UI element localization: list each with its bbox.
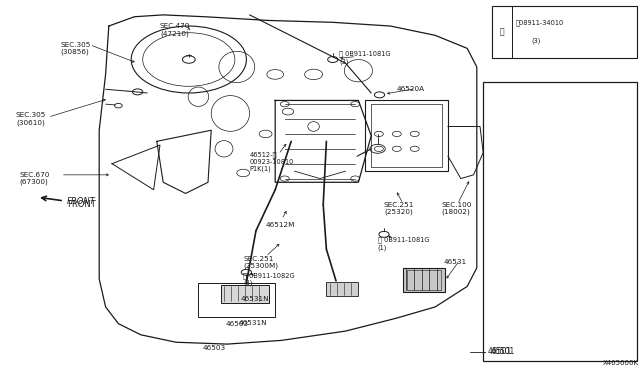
Text: 46531N: 46531N bbox=[241, 296, 269, 302]
Bar bbox=[492, 6, 637, 58]
Text: 46531N: 46531N bbox=[239, 320, 267, 326]
Bar bbox=[483, 82, 637, 361]
Text: SEC.305
(30856): SEC.305 (30856) bbox=[61, 42, 91, 55]
Text: SEC.670
(67300): SEC.670 (67300) bbox=[19, 172, 49, 185]
Text: 46501: 46501 bbox=[488, 347, 512, 356]
Text: SEC.470
(47210): SEC.470 (47210) bbox=[160, 23, 190, 36]
Text: SEC.251
(25320): SEC.251 (25320) bbox=[384, 202, 414, 215]
Text: SEC.251
(25300M): SEC.251 (25300M) bbox=[243, 256, 278, 269]
Text: SEC.305
(30610): SEC.305 (30610) bbox=[16, 112, 46, 126]
Text: ⓘ 0B911-1081G
(3): ⓘ 0B911-1081G (3) bbox=[339, 51, 390, 65]
Bar bbox=[221, 285, 269, 303]
Text: 46503: 46503 bbox=[225, 321, 248, 327]
Bar bbox=[371, 104, 442, 167]
Text: 46501: 46501 bbox=[491, 347, 515, 356]
Text: ⓘ: ⓘ bbox=[499, 27, 504, 36]
Text: FRONT: FRONT bbox=[67, 198, 96, 206]
Text: ⓘ 0B911-1081G
(1): ⓘ 0B911-1081G (1) bbox=[378, 237, 429, 251]
Text: (3): (3) bbox=[531, 38, 541, 44]
Text: 46520A: 46520A bbox=[397, 86, 425, 92]
Text: 46531: 46531 bbox=[444, 259, 467, 265]
Text: Ⓝ08911-34010: Ⓝ08911-34010 bbox=[515, 19, 563, 26]
Text: 46503: 46503 bbox=[203, 345, 226, 351]
Bar bbox=[407, 270, 441, 290]
Text: X465000K: X465000K bbox=[603, 360, 639, 366]
Bar bbox=[403, 268, 445, 292]
Text: SEC.100
(18002): SEC.100 (18002) bbox=[442, 202, 472, 215]
Text: 46512-ⓘ
00923-10810
P1K(1): 46512-ⓘ 00923-10810 P1K(1) bbox=[250, 151, 294, 172]
Bar bbox=[365, 100, 448, 171]
Text: FRONT: FRONT bbox=[67, 200, 96, 209]
Text: 46512M: 46512M bbox=[266, 222, 295, 228]
Text: ⓕ 0B911-1082G
(3): ⓕ 0B911-1082G (3) bbox=[243, 272, 295, 286]
Bar bbox=[198, 283, 275, 317]
Bar bbox=[326, 282, 358, 296]
